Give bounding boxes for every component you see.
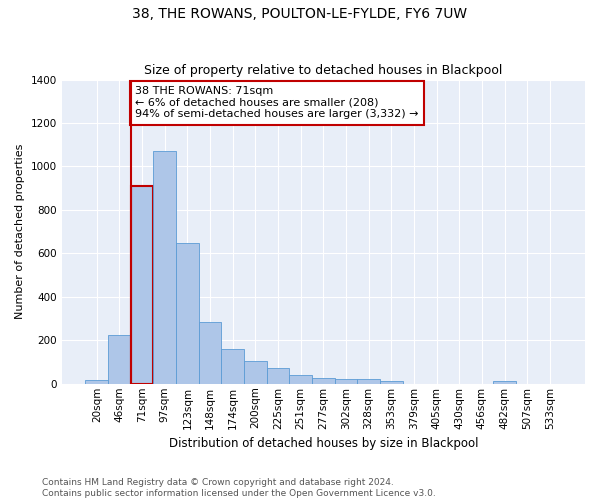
Bar (380, 380, 403, 384)
X-axis label: Distribution of detached houses by size in Blackpool: Distribution of detached houses by size … (169, 437, 478, 450)
Bar (108, 335, 131, 384)
Bar (199, 322, 221, 384)
Text: Contains HM Land Registry data © Crown copyright and database right 2024.
Contai: Contains HM Land Registry data © Crown c… (42, 478, 436, 498)
Bar (154, 152, 176, 384)
Bar (221, 349, 244, 384)
Bar (266, 368, 289, 384)
Text: 38 THE ROWANS: 71sqm
← 6% of detached houses are smaller (208)
94% of semi-detac: 38 THE ROWANS: 71sqm ← 6% of detached ho… (135, 86, 419, 120)
Bar (289, 375, 312, 384)
Title: Size of property relative to detached houses in Blackpool: Size of property relative to detached ho… (144, 64, 503, 77)
Y-axis label: Number of detached properties: Number of detached properties (15, 144, 25, 320)
Bar (312, 378, 335, 384)
Bar (335, 379, 358, 384)
Bar (244, 361, 266, 384)
Bar (358, 380, 380, 384)
Bar (176, 243, 199, 384)
Bar (85, 380, 108, 384)
Bar (493, 380, 516, 384)
Text: 38, THE ROWANS, POULTON-LE-FYLDE, FY6 7UW: 38, THE ROWANS, POULTON-LE-FYLDE, FY6 7U… (133, 8, 467, 22)
Bar (131, 186, 154, 384)
